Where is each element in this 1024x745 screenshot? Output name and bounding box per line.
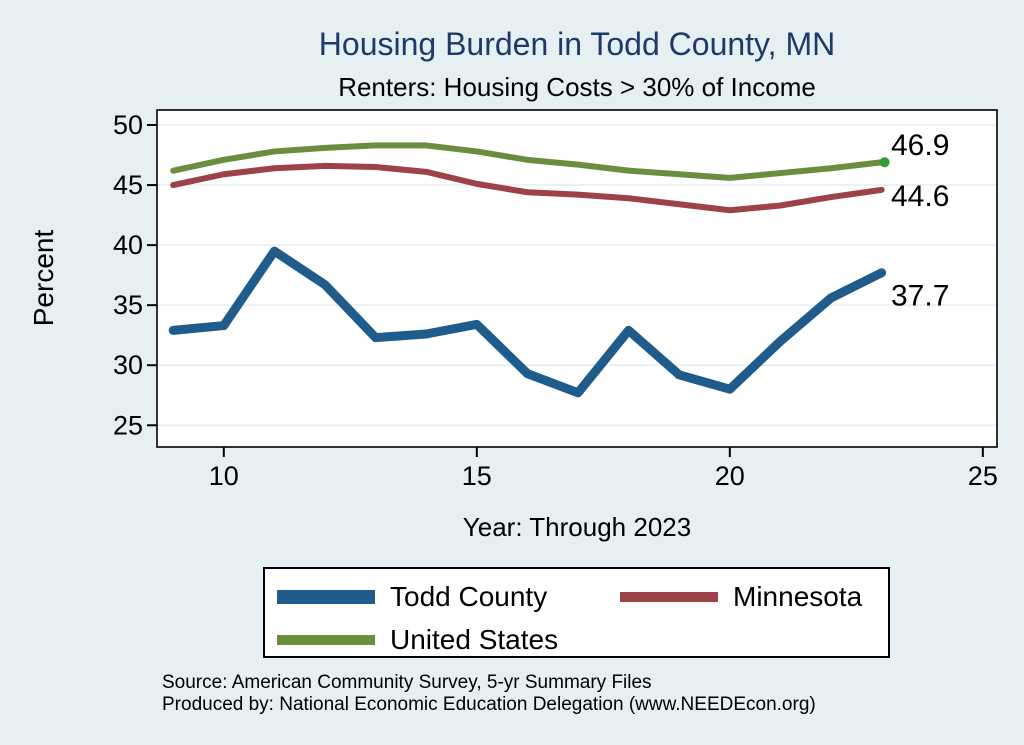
plot-border bbox=[156, 109, 998, 448]
legend-swatch-minnesota bbox=[620, 592, 718, 602]
source-note: Source: American Community Survey, 5-yr … bbox=[162, 672, 816, 716]
y-tick-label-50: 50 bbox=[113, 110, 143, 140]
x-tick-label-15: 15 bbox=[462, 461, 492, 491]
y-tick-label-35: 35 bbox=[113, 290, 143, 320]
legend-label-united-states: United States bbox=[390, 624, 559, 655]
y-axis-title: Percent bbox=[28, 229, 59, 327]
legend-item-todd-county: Todd County bbox=[277, 582, 547, 612]
series-line-todd-county bbox=[168, 246, 887, 398]
series-end-label-united-states: 46.9 bbox=[891, 129, 949, 162]
series-line-united-states bbox=[170, 142, 885, 181]
x-tick-label-10: 10 bbox=[209, 461, 239, 491]
y-tick-label-45: 45 bbox=[113, 170, 143, 200]
source-line-1: Source: American Community Survey, 5-yr … bbox=[162, 672, 652, 693]
legend-item-united-states: United States bbox=[277, 625, 558, 655]
legend-item-minnesota: Minnesota bbox=[620, 582, 862, 612]
series-end-dot-united-states bbox=[879, 157, 890, 168]
chart-title: Housing Burden in Todd County, MN bbox=[318, 26, 836, 62]
y-tick-label-40: 40 bbox=[113, 230, 143, 260]
x-axis-title: Year: Through 2023 bbox=[462, 512, 692, 542]
legend-label-minnesota: Minnesota bbox=[733, 581, 863, 612]
legend: Todd County Minnesota United States bbox=[263, 567, 890, 658]
series-end-label-minnesota: 44.6 bbox=[891, 180, 949, 213]
legend-swatch-united-states bbox=[277, 635, 375, 645]
x-tick-label-20: 20 bbox=[715, 461, 745, 491]
legend-label-todd-county: Todd County bbox=[390, 581, 548, 612]
series-line-minnesota bbox=[170, 162, 885, 214]
series-end-label-todd-county: 37.7 bbox=[891, 280, 949, 313]
source-line-2: Produced by: National Economic Education… bbox=[162, 694, 816, 715]
y-tick-label-30: 30 bbox=[113, 350, 143, 380]
x-tick-label-25: 25 bbox=[968, 461, 998, 491]
y-tick-label-25: 25 bbox=[113, 410, 143, 440]
legend-swatch-todd-county bbox=[277, 590, 375, 604]
chart-subtitle: Renters: Housing Costs > 30% of Income bbox=[338, 72, 816, 102]
